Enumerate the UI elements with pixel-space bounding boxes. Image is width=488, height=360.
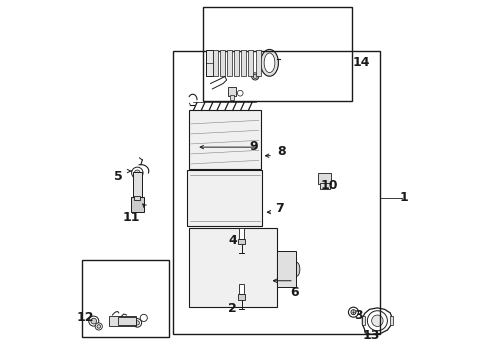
Circle shape [91, 318, 97, 324]
Bar [239, 284, 244, 294]
Text: 8: 8 [277, 145, 286, 158]
Circle shape [97, 325, 101, 328]
Circle shape [135, 321, 139, 325]
Ellipse shape [264, 53, 274, 73]
Bar [82, 260, 169, 337]
Circle shape [134, 170, 140, 176]
Bar [234, 50, 239, 76]
Text: 14: 14 [351, 55, 369, 69]
Bar [203, 7, 351, 102]
Bar [206, 50, 212, 76]
Circle shape [194, 291, 204, 301]
Bar [118, 317, 135, 325]
Bar [187, 170, 262, 226]
Bar [361, 316, 365, 325]
Ellipse shape [134, 202, 141, 208]
Text: 13: 13 [362, 329, 379, 342]
Circle shape [350, 310, 355, 315]
Ellipse shape [292, 262, 299, 276]
Text: 6: 6 [289, 286, 298, 299]
Bar [189, 228, 276, 307]
Circle shape [371, 315, 382, 327]
Bar [239, 228, 244, 239]
Ellipse shape [260, 49, 278, 76]
Bar [230, 95, 234, 100]
Text: 7: 7 [275, 202, 284, 215]
Bar [212, 50, 217, 76]
Text: 5: 5 [114, 170, 123, 183]
Text: 3: 3 [354, 309, 363, 322]
Circle shape [253, 74, 257, 78]
Bar [238, 294, 244, 300]
Bar [248, 50, 253, 76]
Circle shape [140, 314, 147, 321]
Bar [255, 50, 260, 76]
Bar [133, 172, 142, 198]
Circle shape [366, 311, 386, 331]
Circle shape [251, 73, 258, 80]
Text: 12: 12 [76, 311, 94, 324]
Text: 9: 9 [249, 140, 258, 153]
Bar [189, 111, 260, 169]
Bar [131, 197, 143, 212]
Circle shape [88, 316, 99, 326]
Bar [317, 173, 331, 184]
Circle shape [348, 307, 358, 317]
Circle shape [261, 291, 270, 301]
Bar [226, 50, 231, 76]
Text: 11: 11 [122, 211, 140, 224]
Circle shape [95, 323, 102, 330]
Bar [220, 50, 224, 76]
Text: 2: 2 [227, 302, 236, 315]
Bar [319, 183, 329, 189]
Circle shape [131, 167, 143, 179]
Bar [241, 50, 246, 76]
Bar [173, 51, 380, 334]
Text: 4: 4 [228, 234, 237, 247]
Circle shape [237, 90, 243, 96]
Bar [228, 87, 236, 96]
Bar [238, 239, 244, 244]
Bar [389, 316, 392, 325]
Bar [108, 316, 135, 327]
Text: 10: 10 [320, 179, 337, 192]
Text: 1: 1 [398, 192, 407, 204]
Bar [134, 196, 140, 200]
Circle shape [133, 319, 142, 327]
Circle shape [194, 234, 204, 244]
Bar [276, 251, 296, 287]
